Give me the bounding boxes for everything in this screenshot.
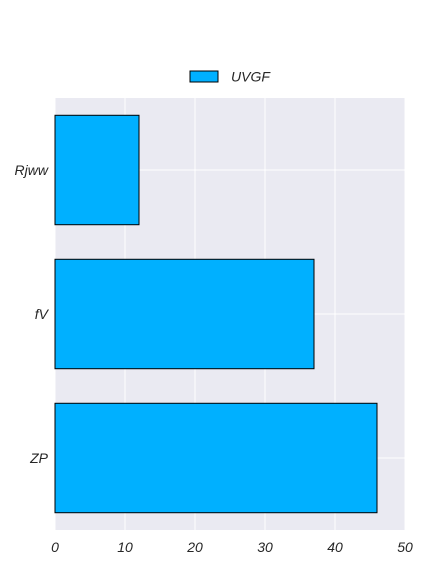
x-tick-label: 30: [257, 539, 273, 555]
y-tick-label: ZP: [29, 450, 49, 466]
x-tick-label: 20: [186, 539, 203, 555]
legend: UVGF: [189, 69, 271, 85]
y-tick-label: fV: [35, 306, 50, 322]
y-tick-labels: Rjww fV ZP: [15, 162, 50, 466]
x-tick-label: 50: [397, 539, 413, 555]
legend-swatch: [189, 70, 219, 83]
bars: [54, 114, 378, 514]
legend-label: UVGF: [231, 69, 271, 85]
bar-zp: [54, 402, 378, 514]
x-tick-label: 10: [117, 539, 133, 555]
bar-rjww: [54, 114, 140, 226]
y-tick-label: Rjww: [15, 162, 49, 178]
x-tick-label: 0: [51, 539, 59, 555]
x-tick-label: 40: [327, 539, 343, 555]
bar-fv: [54, 258, 315, 370]
x-tick-labels: 0 10 20 30 40 50: [51, 539, 413, 555]
